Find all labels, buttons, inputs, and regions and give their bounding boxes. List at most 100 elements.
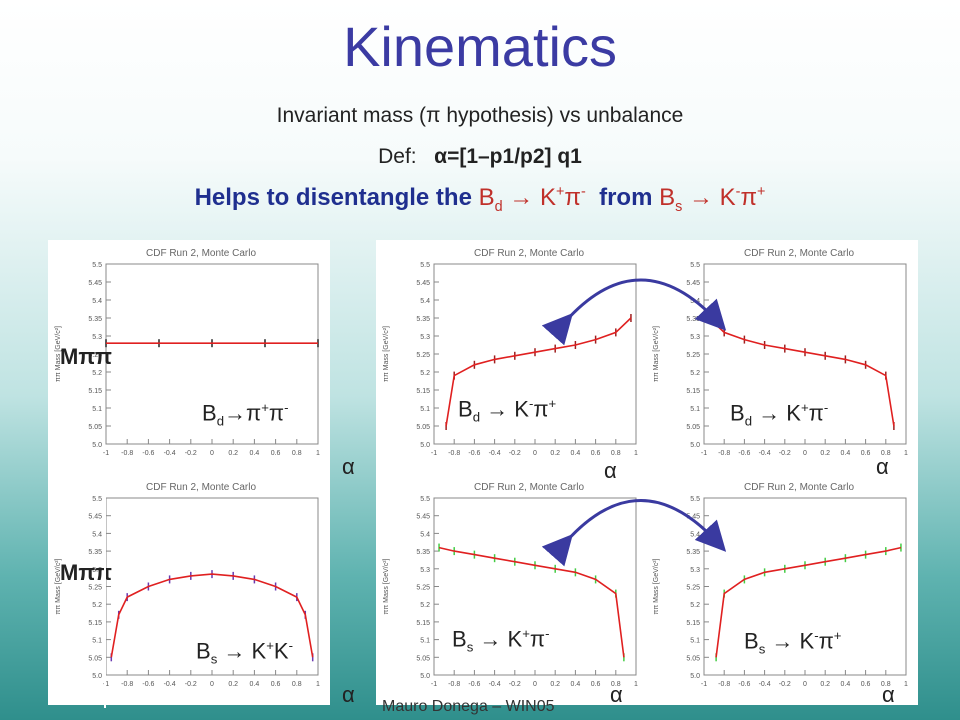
y-tick-label: 5.45 <box>686 280 700 287</box>
x-tick-label: -0.8 <box>121 450 133 457</box>
x-tick-label: -0.4 <box>489 681 501 688</box>
x-tick-label: 0 <box>803 681 807 688</box>
y-tick-label: 5.05 <box>686 424 700 431</box>
y-tick-label: 5.3 <box>690 567 700 574</box>
y-tick-label: 5.0 <box>420 442 430 449</box>
x-tick-label: 0.6 <box>591 681 601 688</box>
alpha-label-r1c2: α <box>604 458 617 483</box>
panel-header: CDF Run 2, Monte Carlo <box>744 482 854 493</box>
x-tick-label: -0.4 <box>489 450 501 457</box>
x-tick-label: -1 <box>431 681 437 688</box>
fit-curve <box>110 573 314 658</box>
y-tick-label: 5.45 <box>88 280 102 287</box>
x-tick-label: 0.8 <box>881 681 891 688</box>
y-tick-label: 5.3 <box>420 334 430 341</box>
arrow-row1 <box>541 278 727 346</box>
label-bd-kmpip: Bd → K-π+ <box>458 396 557 425</box>
y-tick-label: 5.25 <box>88 585 102 592</box>
x-tick-label: -0.8 <box>718 450 730 457</box>
y-tick-label: 5.05 <box>416 424 430 431</box>
y-tick-label: 5.15 <box>416 388 430 395</box>
y-tick-label: 5.15 <box>88 620 102 627</box>
x-tick-label: -0.4 <box>759 450 771 457</box>
x-tick-label: -1 <box>701 450 707 457</box>
decay-bd-kpi: Bd → K+π- <box>478 184 586 215</box>
y-tick-label: 5.5 <box>690 496 700 503</box>
y-tick-label: 5.0 <box>420 673 430 680</box>
x-tick-label: -0.6 <box>468 450 480 457</box>
y-axis-label-row1: Mππ <box>60 344 113 369</box>
x-tick-label: 1 <box>634 450 638 457</box>
x-tick-label: -0.4 <box>759 681 771 688</box>
y-tick-label: 5.05 <box>88 424 102 431</box>
y-tick-label: 5.15 <box>686 620 700 627</box>
highlight-mid: from <box>599 184 653 211</box>
y-tick-label: 5.25 <box>88 352 102 359</box>
inner-y-label: ππ Mass [GeV/c²] <box>55 326 62 382</box>
x-tick-label: -0.6 <box>738 450 750 457</box>
y-tick-label: 5.2 <box>420 602 430 609</box>
x-tick-label: 0.4 <box>841 450 851 457</box>
x-tick-label: -0.4 <box>164 450 176 457</box>
y-tick-label: 5.1 <box>420 638 430 645</box>
x-tick-label: 0 <box>210 681 214 688</box>
y-tick-label: 5.45 <box>686 514 700 521</box>
y-tick-label: 5.2 <box>420 370 430 377</box>
x-tick-label: -0.2 <box>185 450 197 457</box>
decay-bs-kpi: Bs → K-π+ <box>659 184 766 215</box>
x-tick-label: -1 <box>103 681 109 688</box>
x-tick-label: 0.4 <box>571 681 581 688</box>
plot-panel-2: CDF Run 2, Monte Carlo 5.0 5.05 5.1 5.15 5.2 5… <box>376 240 648 474</box>
panel-header: CDF Run 2, Monte Carlo <box>474 482 584 493</box>
plot-svg-4: CDF Run 2, Monte Carlo5.05.055.15.155.25… <box>55 482 320 688</box>
divider-line <box>104 476 106 708</box>
x-tick-label: 0.8 <box>292 681 302 688</box>
x-tick-label: 0.6 <box>861 450 871 457</box>
y-tick-label: 5.35 <box>88 549 102 556</box>
y-tick-label: 5.35 <box>88 316 102 323</box>
x-tick-label: 0.2 <box>820 450 830 457</box>
x-tick-label: 0.2 <box>228 450 238 457</box>
y-tick-label: 5.3 <box>92 567 102 574</box>
x-tick-label: -0.8 <box>718 681 730 688</box>
x-tick-label: 0.6 <box>591 450 601 457</box>
fit-curve <box>438 546 625 658</box>
y-tick-label: 5.2 <box>690 370 700 377</box>
x-tick-label: 0.2 <box>228 681 238 688</box>
x-tick-label: 0.4 <box>250 681 260 688</box>
x-tick-label: 0.8 <box>611 450 621 457</box>
alpha-label-r2c2: α <box>610 682 623 707</box>
x-tick-label: -1 <box>701 681 707 688</box>
x-tick-label: -0.8 <box>121 681 133 688</box>
x-tick-label: 1 <box>316 450 320 457</box>
y-tick-label: 5.2 <box>690 602 700 609</box>
inner-y-label: ππ Mass [GeV/c²] <box>653 558 660 614</box>
x-tick-label: 0.4 <box>571 450 581 457</box>
x-tick-label: -0.2 <box>509 450 521 457</box>
panel-header: CDF Run 2, Monte Carlo <box>146 482 256 493</box>
y-tick-label: 5.4 <box>92 531 102 538</box>
x-tick-label: 1 <box>316 681 320 688</box>
panel-header: CDF Run 2, Monte Carlo <box>744 248 854 259</box>
x-tick-label: 0 <box>533 681 537 688</box>
y-tick-label: 5.5 <box>420 262 430 269</box>
y-tick-label: 5.05 <box>88 655 102 662</box>
y-tick-label: 5.15 <box>88 388 102 395</box>
y-tick-label: 5.1 <box>420 406 430 413</box>
y-tick-label: 5.25 <box>416 352 430 359</box>
slide-subtitle: Invariant mass (π hypothesis) vs unbalan… <box>276 104 684 127</box>
y-tick-label: 5.45 <box>416 514 430 521</box>
footer-text: Mauro Donega – WIN05 <box>382 698 555 715</box>
plot-svg-5: CDF Run 2, Monte Carlo5.05.055.15.155.25… <box>383 482 638 688</box>
x-tick-label: -0.2 <box>779 681 791 688</box>
y-axis-label-row2: Mππ <box>60 560 113 585</box>
alpha-label-r1c1: α <box>342 454 355 479</box>
plot-svg-1: CDF Run 2, Monte Carlo5.05.055.15.155.25… <box>55 248 320 457</box>
label-bs-kmpip: Bs → K-π+ <box>744 628 842 657</box>
y-tick-label: 5.05 <box>686 655 700 662</box>
slide-title: Kinematics <box>343 15 617 78</box>
x-tick-label: -0.6 <box>142 681 154 688</box>
x-tick-label: 0.8 <box>881 450 891 457</box>
x-tick-label: 0.2 <box>550 450 560 457</box>
